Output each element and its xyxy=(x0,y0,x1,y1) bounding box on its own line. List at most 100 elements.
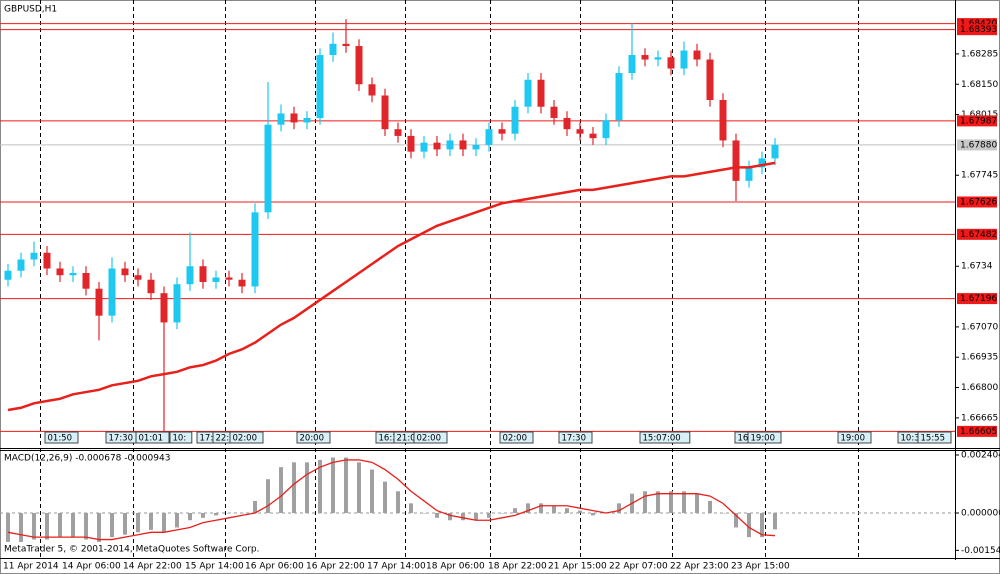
trade-marker-box xyxy=(639,431,691,444)
candle-body xyxy=(160,293,168,323)
macd-bar xyxy=(188,513,192,521)
macd-bar xyxy=(721,513,725,514)
y-tick-label: 0.002404 xyxy=(961,450,1000,460)
candle-body xyxy=(589,133,597,139)
macd-bar xyxy=(201,513,205,518)
y-tick-label: 1.67745 xyxy=(961,171,998,181)
macd-bar xyxy=(708,500,712,513)
signal-line xyxy=(7,459,776,541)
macd-bar xyxy=(591,513,595,516)
x-tick-label: 18 Apr 06:00 xyxy=(426,562,485,572)
macd-bar xyxy=(6,513,10,542)
macd-bar xyxy=(84,513,88,540)
macd-bar xyxy=(19,513,23,542)
level-box xyxy=(957,228,997,240)
candle-body xyxy=(82,272,90,289)
macd-title: MACD(12,26,9) -0.000678 -0.000943 xyxy=(4,454,170,464)
macd-bar xyxy=(669,491,673,513)
macd-bar xyxy=(331,457,335,513)
candle-body xyxy=(745,167,753,181)
macd-bar xyxy=(110,513,114,538)
candle-body xyxy=(654,57,662,60)
candle-body xyxy=(121,268,129,276)
macd-bar xyxy=(175,513,179,528)
macd-bar xyxy=(292,462,296,513)
moving-average xyxy=(7,161,776,412)
trade-marker-box xyxy=(558,431,593,444)
macd-bar xyxy=(734,513,738,528)
level-label: 1.67196 xyxy=(960,294,997,304)
macd-bar xyxy=(279,467,283,513)
current-price-label: 1.67880 xyxy=(960,140,997,150)
trade-marker-box xyxy=(44,431,79,444)
candle-body xyxy=(264,124,272,213)
macd-bar xyxy=(305,462,309,513)
candle-body xyxy=(290,113,298,123)
level-label: 1.67482 xyxy=(960,230,997,240)
macd-bar xyxy=(760,513,764,538)
level-box xyxy=(957,425,997,437)
macd-bar xyxy=(513,508,517,513)
macd-bar xyxy=(552,505,556,513)
x-tick-label: 11 Apr 2014 xyxy=(3,562,59,572)
candle-body xyxy=(485,129,493,145)
y-tick-label: -0.001548 xyxy=(961,546,1000,556)
macd-bar xyxy=(396,491,400,513)
candle-body xyxy=(693,50,701,60)
candle-body xyxy=(498,129,506,134)
candle-body xyxy=(641,55,649,60)
macd-bar xyxy=(214,513,218,516)
trade-marker-box xyxy=(169,431,193,444)
trade-marker-label: 16:3 xyxy=(379,434,398,444)
macd-bar xyxy=(422,513,426,514)
candle-body xyxy=(732,140,740,181)
y-tick-label: 1.66935 xyxy=(961,353,998,363)
level-label: 1.68393 xyxy=(960,25,997,35)
candle-body xyxy=(576,129,584,134)
macd-bar xyxy=(357,462,361,513)
candle-body xyxy=(69,272,77,276)
y-tick-label: 1.68150 xyxy=(961,80,998,90)
x-tick-label: 22 Apr 07:00 xyxy=(609,562,668,572)
candle-body xyxy=(459,140,467,150)
candle-body xyxy=(719,99,727,141)
candle-body xyxy=(758,158,766,168)
candle-body xyxy=(524,79,532,107)
macd-bar xyxy=(474,513,478,521)
x-tick-label: 17 Apr 14:00 xyxy=(367,562,426,572)
candle-body xyxy=(602,120,610,139)
macd-bar xyxy=(409,503,413,513)
candle-body xyxy=(667,57,675,69)
y-tick-label: 0.000000 xyxy=(961,509,1000,519)
candle-body xyxy=(56,268,64,276)
candle-body xyxy=(43,252,51,269)
trade-marker-label: 15:07:00 xyxy=(643,434,681,444)
candle-body xyxy=(563,117,571,130)
trade-marker-label: 01:50 xyxy=(48,434,73,444)
macd-bar xyxy=(500,513,504,514)
macd-bar xyxy=(565,508,569,513)
macd-bar xyxy=(344,457,348,513)
trade-marker-label: 20:00 xyxy=(300,434,325,444)
level-label: 1.67987 xyxy=(960,116,997,126)
candle-body xyxy=(433,142,441,150)
macd-bar xyxy=(695,493,699,513)
x-tick-label: 14 Apr 06:00 xyxy=(62,562,121,572)
candle-body xyxy=(95,288,103,316)
candle-body xyxy=(316,55,324,118)
candle-body xyxy=(329,43,337,56)
y-tick-label: 1.68015 xyxy=(961,110,998,120)
macd-bar xyxy=(71,513,75,538)
trade-marker-label: 19:00 xyxy=(751,434,776,444)
level-label: 1.67626 xyxy=(960,197,997,207)
macd-bar xyxy=(487,513,491,518)
trade-marker-box xyxy=(413,431,448,444)
trade-marker-label: 10: xyxy=(173,434,187,444)
macd-bar xyxy=(266,479,270,513)
level-label: 1.68420 xyxy=(960,19,997,29)
candle-body xyxy=(446,140,454,150)
trade-marker-box xyxy=(917,431,952,444)
trade-marker-label: 01:01 xyxy=(139,434,164,444)
candle-body xyxy=(4,270,12,280)
